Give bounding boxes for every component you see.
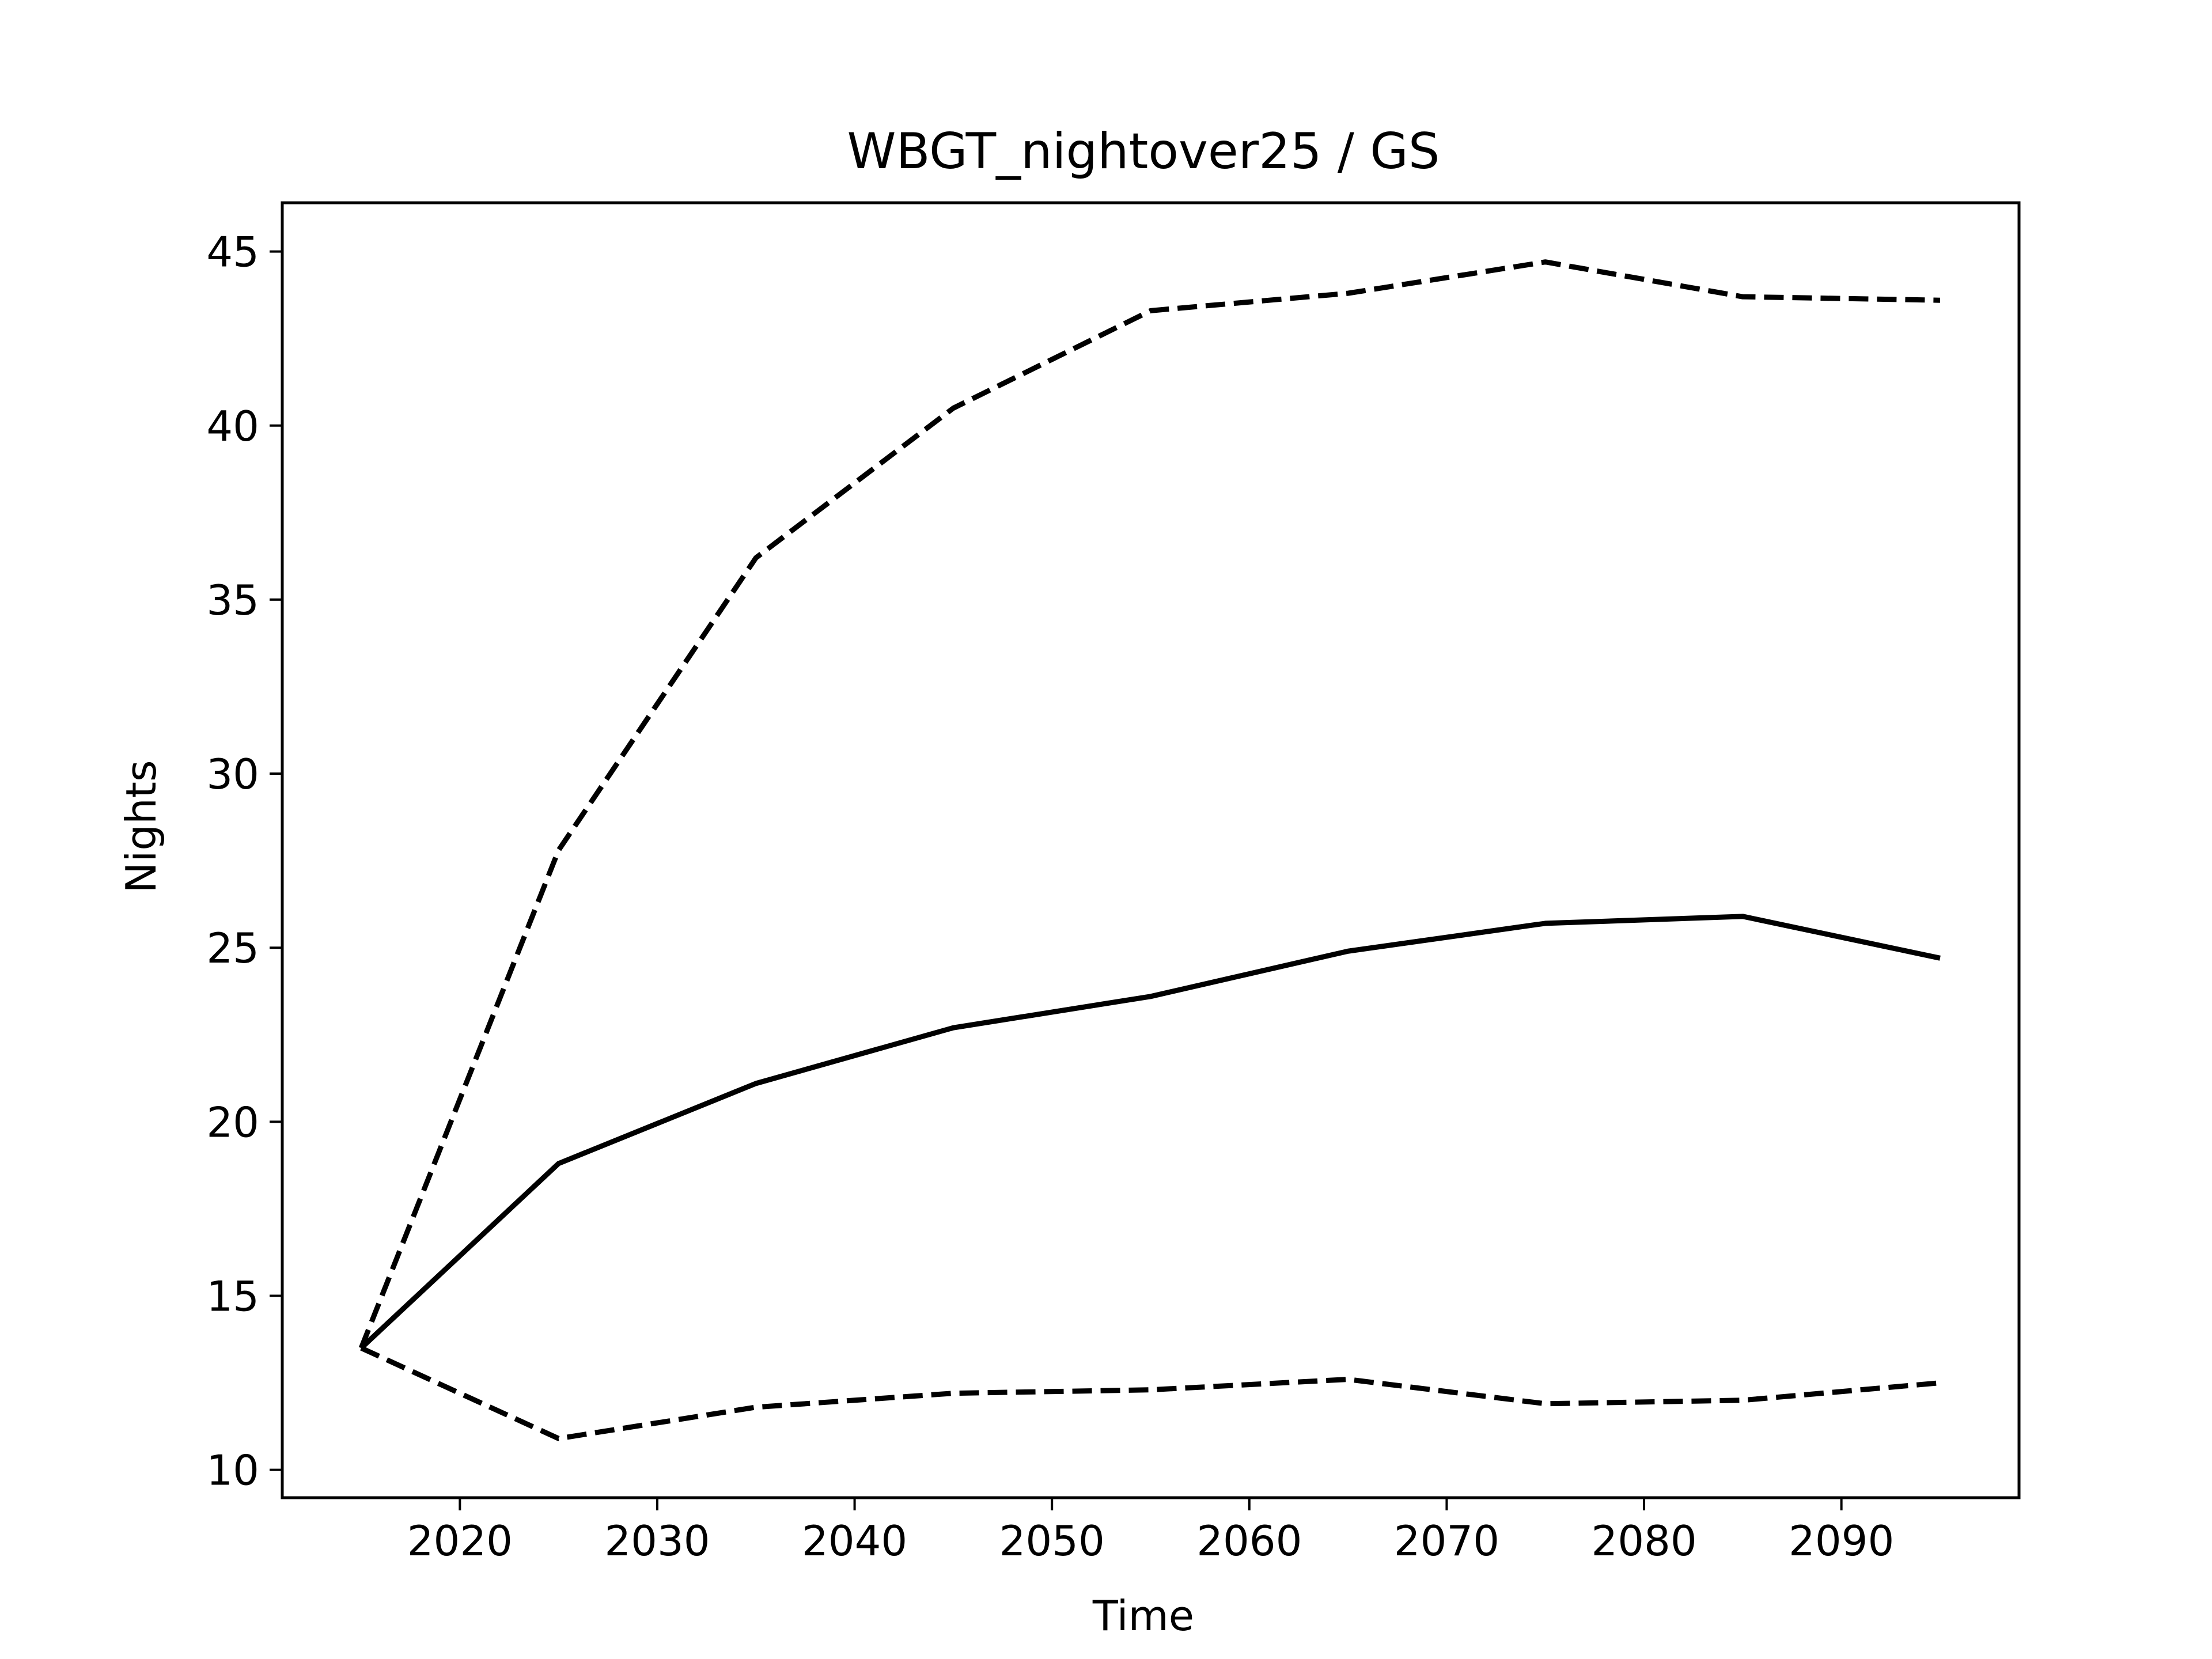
y-tick-label: 40: [206, 402, 259, 450]
x-tick-label: 2090: [1789, 1517, 1894, 1565]
series-layer: [358, 259, 1941, 1441]
series-line-2-solid: [359, 914, 1941, 1350]
y-axis: 10 15 20 25 30 35 40 45: [206, 228, 282, 1495]
y-tick-label: 30: [206, 750, 259, 798]
y-tick-label: 20: [206, 1098, 259, 1146]
y-tick-label: 35: [206, 576, 259, 624]
x-tick-label: 2050: [999, 1517, 1105, 1565]
y-tick-label: 10: [206, 1446, 259, 1495]
y-tick-label: 25: [206, 924, 259, 972]
y-axis-label: Nights: [117, 760, 165, 893]
y-tick-label: 45: [206, 228, 259, 276]
x-tick-label: 2060: [1196, 1517, 1302, 1565]
series-line-3-dashed: [360, 1346, 1941, 1441]
x-axis-label: Time: [1092, 1592, 1194, 1640]
chart-title: WBGT_nightover25 / GS: [847, 123, 1440, 180]
y-tick-label: 15: [206, 1272, 259, 1321]
x-tick-label: 2070: [1394, 1517, 1499, 1565]
x-tick-label: 2030: [604, 1517, 710, 1565]
series-line-1-dashed: [358, 259, 1941, 1349]
x-tick-label: 2080: [1591, 1517, 1696, 1565]
plot-area-frame: [281, 201, 2021, 1499]
x-tick-label: 2020: [407, 1517, 513, 1565]
x-axis: 2020 2030 2040 2050 2060 2070 2080 2090: [407, 1498, 1894, 1565]
x-tick-label: 2040: [802, 1517, 907, 1565]
